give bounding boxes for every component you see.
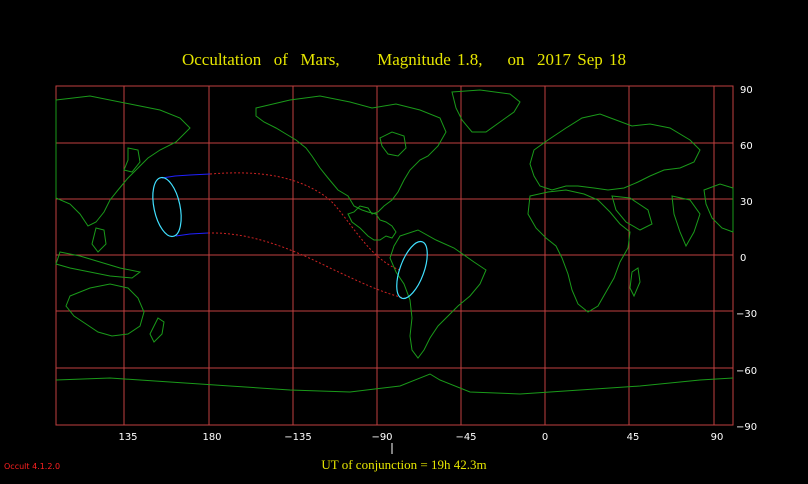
- x-tick-label: 0: [542, 432, 548, 443]
- madagascar-coast: [629, 267, 641, 298]
- conjunction-time: UT of conjunction = 19h 42.3m: [321, 457, 487, 472]
- west-visibility-ellipse: [152, 176, 182, 238]
- se-asia-coast: [703, 183, 734, 233]
- north-america-coast: [255, 95, 447, 241]
- lat-lon-grid: [55, 85, 734, 426]
- y-tick-label: −60: [736, 366, 757, 377]
- antarctica-coast: [55, 373, 734, 395]
- x-tick-label: 180: [202, 432, 221, 443]
- x-tick-label: 135: [118, 432, 137, 443]
- east-visibility-ellipse: [396, 240, 428, 300]
- occultation-track: [161, 172, 405, 299]
- greenland-coast: [451, 89, 521, 133]
- map-title: Occultation of Mars, Magnitude 1.8, on 2…: [181, 50, 627, 69]
- india-coast: [671, 195, 701, 248]
- south-limit-track: [175, 232, 209, 237]
- x-tick-label: −135: [284, 432, 311, 443]
- north-limit-track: [161, 173, 211, 179]
- y-tick-label: −90: [736, 422, 757, 433]
- x-tick-label: −90: [371, 432, 392, 443]
- japan-coast: [123, 147, 141, 173]
- africa-coast: [527, 189, 631, 313]
- coastlines: [55, 89, 734, 395]
- y-axis-labels: 90 60 30 0 −30 −60 −90: [736, 85, 757, 433]
- x-tick-label: 45: [627, 432, 640, 443]
- y-tick-label: 60: [740, 141, 753, 152]
- visibility-curves: [152, 176, 428, 300]
- x-tick-label: −45: [455, 432, 476, 443]
- x-tick-label: 90: [711, 432, 724, 443]
- y-tick-label: 0: [740, 253, 746, 264]
- south-limit-track-dotted: [207, 232, 405, 299]
- east-asia-coast: [55, 95, 191, 227]
- x-axis-labels: 135 180 −135 −90 −45 0 45 90: [118, 432, 723, 443]
- hudson-bay-coast: [379, 131, 407, 157]
- new-zealand-coast: [149, 317, 165, 343]
- indonesia-coast: [55, 251, 142, 279]
- europe-coast: [529, 113, 701, 191]
- y-tick-label: −30: [736, 309, 757, 320]
- south-america-coast: [389, 229, 487, 359]
- arabia-coast: [611, 195, 653, 231]
- y-tick-label: 30: [740, 197, 753, 208]
- australia-coast: [65, 283, 145, 337]
- y-tick-label: 90: [740, 85, 753, 96]
- north-limit-track-dotted: [209, 172, 401, 271]
- philippines-coast: [91, 227, 107, 253]
- version-label: Occult 4.1.2.0: [4, 462, 61, 471]
